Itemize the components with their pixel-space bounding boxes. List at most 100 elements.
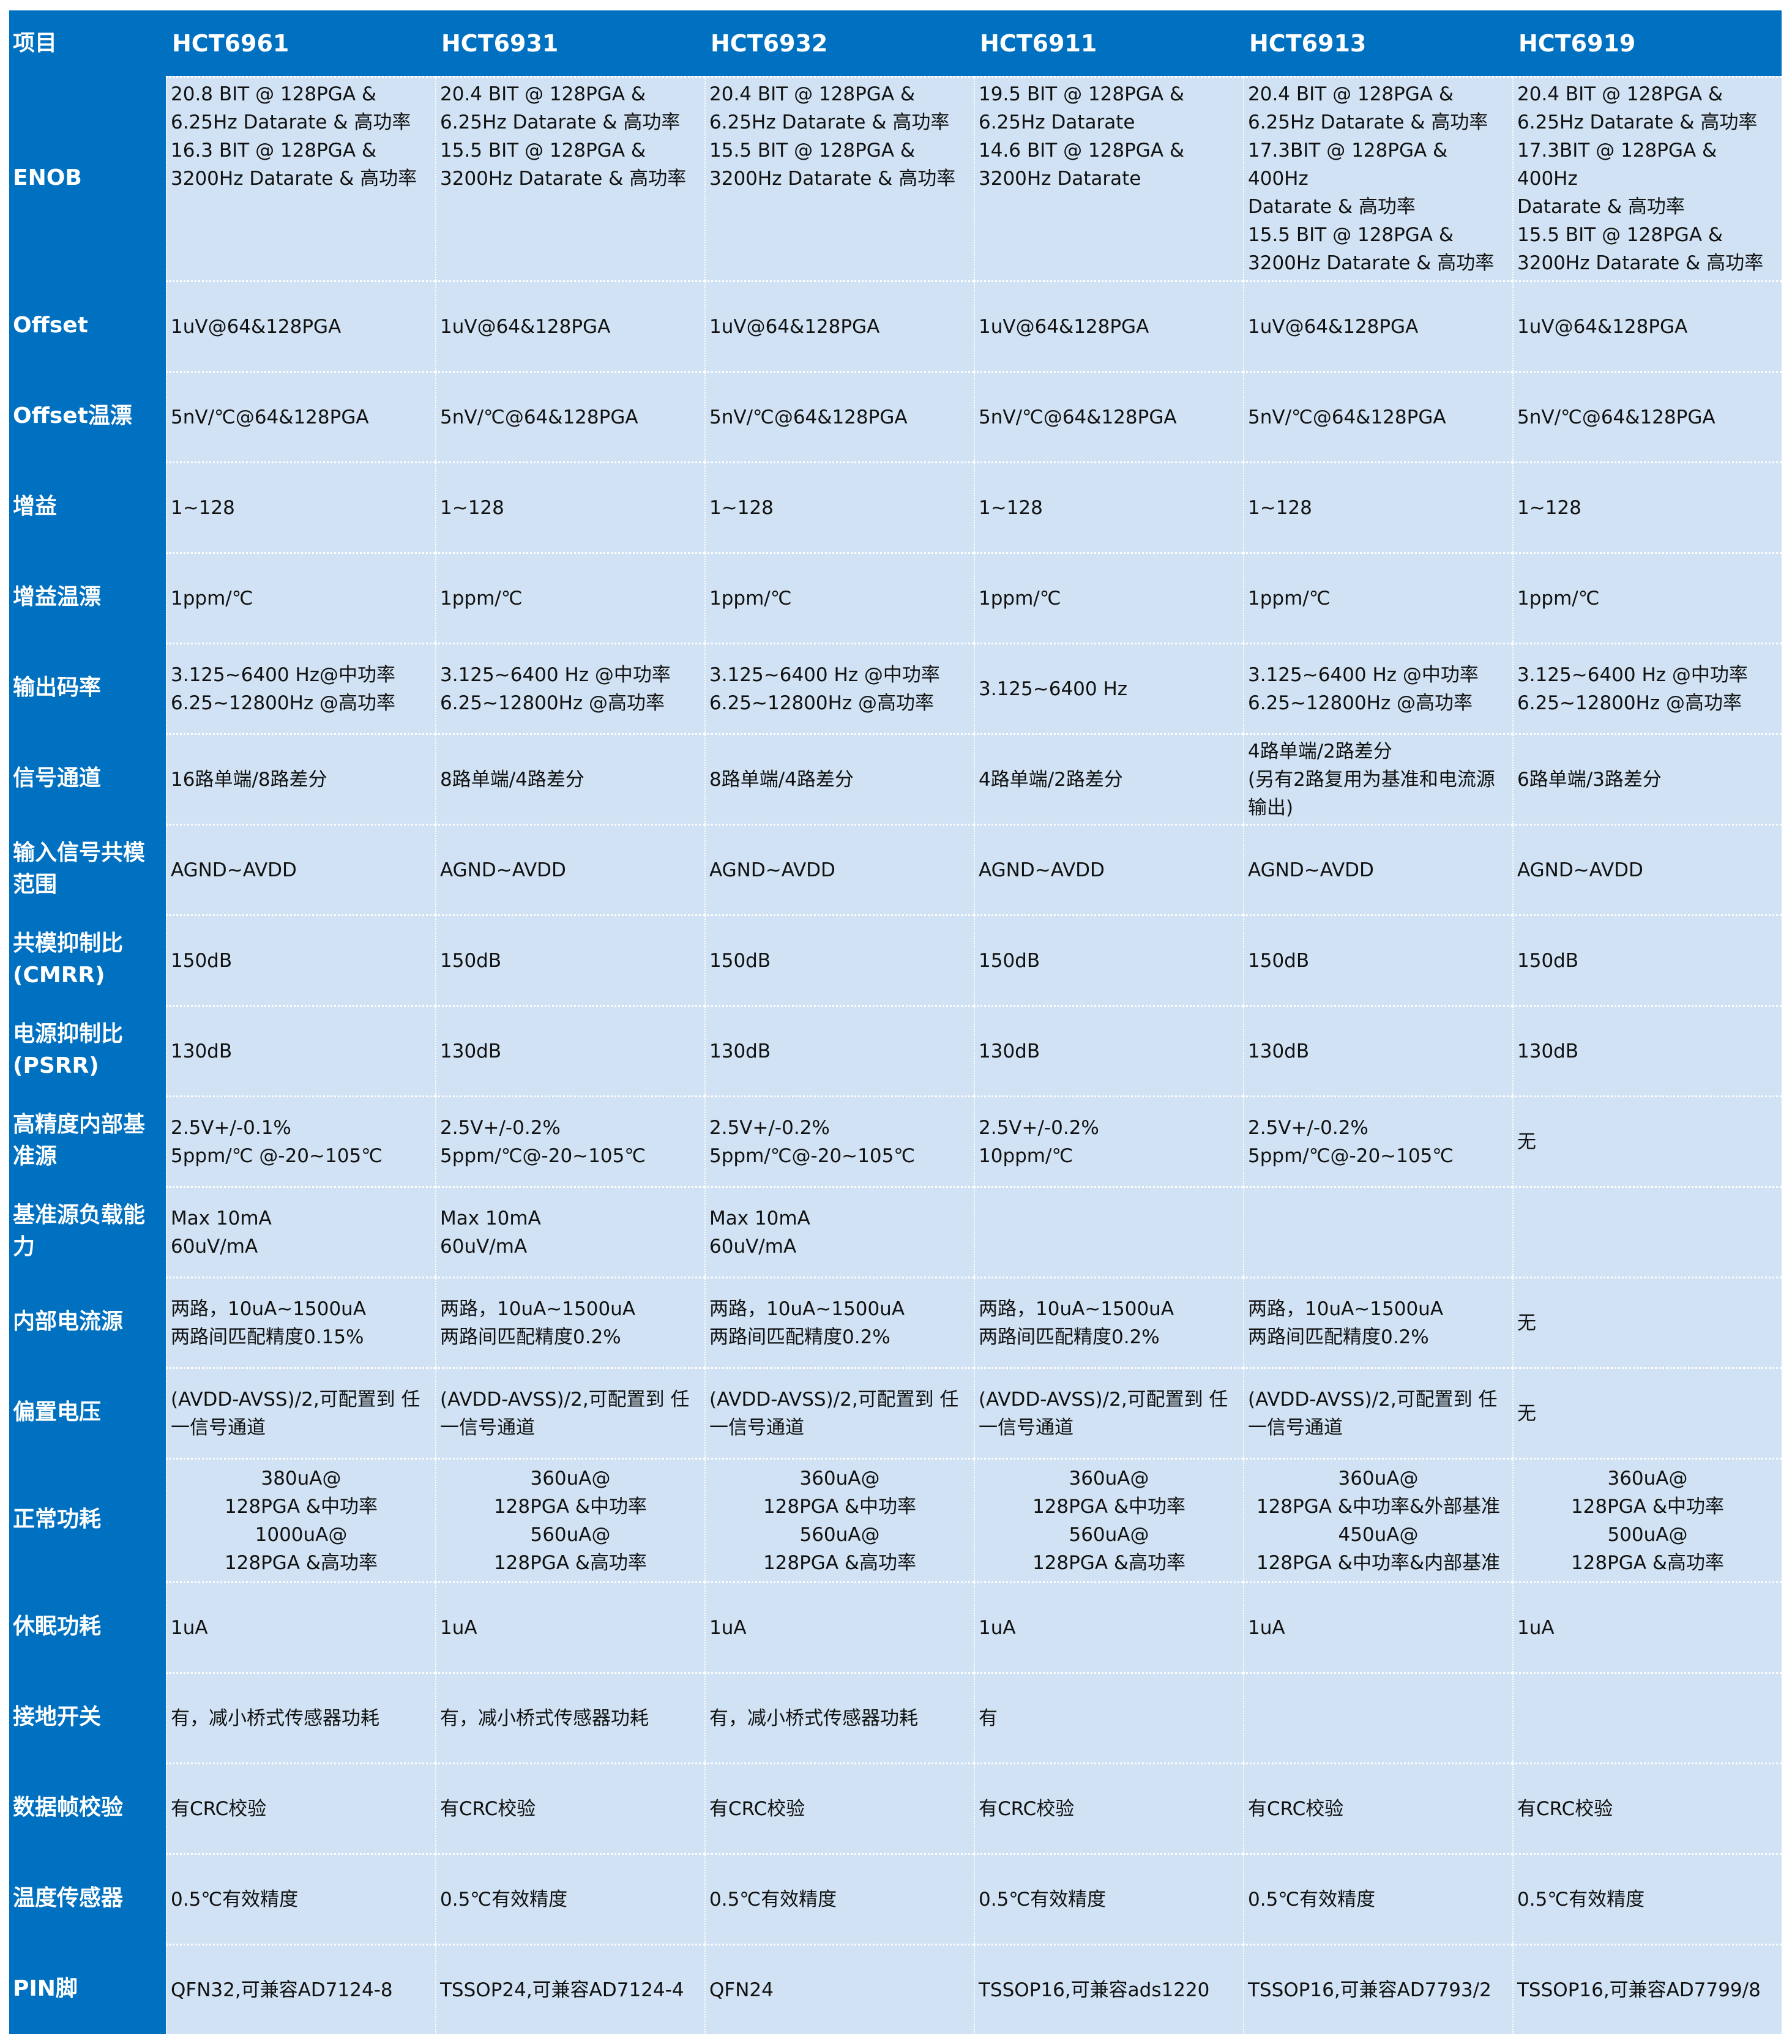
- table-cell: 1ppm/℃: [1512, 552, 1782, 643]
- row-label: 内部电流源: [9, 1277, 166, 1367]
- table-cell: 两路，10uA~1500uA 两路间匹配精度0.2%: [435, 1277, 704, 1367]
- table-cell: 有CRC校验: [435, 1762, 704, 1853]
- table-row: 内部电流源 两路，10uA~1500uA 两路间匹配精度0.15% 两路，10uA~…: [9, 1277, 1782, 1367]
- table-cell: 0.5℃有效精度: [1512, 1853, 1782, 1944]
- row-label: 增益: [9, 461, 166, 552]
- table-cell: 360uA@ 128PGA &中功率 560uA@ 128PGA &高功率: [435, 1458, 704, 1581]
- row-label: PIN脚: [9, 1944, 166, 2034]
- table-cell: 有，减小桥式传感器功耗: [704, 1672, 974, 1762]
- table-cell: 1uA: [166, 1581, 435, 1672]
- table-cell: 有，减小桥式传感器功耗: [166, 1672, 435, 1762]
- table-cell: 20.4 BIT @ 128PGA & 6.25Hz Datarate & 高功…: [1243, 76, 1512, 280]
- table-cell: 3.125~6400 Hz: [974, 643, 1243, 733]
- table-cell: 5nV/℃@64&128PGA: [435, 371, 704, 461]
- table-row: 接地开关 有，减小桥式传感器功耗 有，减小桥式传感器功耗 有，减小桥式传感器功耗有: [9, 1672, 1782, 1762]
- header-model-hct6919: HCT6919: [1512, 10, 1782, 76]
- table-cell: TSSOP16,可兼容AD7793/2: [1243, 1944, 1512, 2034]
- table-cell: 有CRC校验: [974, 1762, 1243, 1853]
- table-cell: 19.5 BIT @ 128PGA & 6.25Hz Datarate 14.6…: [974, 76, 1243, 280]
- table-cell: 无: [1512, 1277, 1782, 1367]
- table-cell: AGND~AVDD: [1512, 824, 1782, 914]
- table-cell: 20.8 BIT @ 128PGA & 6.25Hz Datarate & 高功…: [166, 76, 435, 280]
- table-cell: 1uV@64&128PGA: [974, 280, 1243, 371]
- row-label: Offset: [9, 280, 166, 371]
- table-cell: 1~128: [974, 461, 1243, 552]
- table-cell: 360uA@ 128PGA &中功率 560uA@ 128PGA &高功率: [704, 1458, 974, 1581]
- table-row: 偏置电压 (AVDD-AVSS)/2,可配置到 任一信号通道 (AVDD-AVSS)…: [9, 1367, 1782, 1458]
- table-cell: 两路，10uA~1500uA 两路间匹配精度0.2%: [1243, 1277, 1512, 1367]
- table-cell: AGND~AVDD: [1243, 824, 1512, 914]
- row-label: 休眠功耗: [9, 1581, 166, 1672]
- table-cell: (AVDD-AVSS)/2,可配置到 任一信号通道: [166, 1367, 435, 1458]
- header-model-hct6911: HCT6911: [974, 10, 1243, 76]
- table-cell: 130dB: [166, 1005, 435, 1095]
- table-cell: 1ppm/℃: [435, 552, 704, 643]
- row-label: 输入信号共模范围: [9, 824, 166, 914]
- table-cell: 1uA: [435, 1581, 704, 1672]
- table-cell: 1ppm/℃: [166, 552, 435, 643]
- table-cell: 2.5V+/-0.1% 5ppm/℃ @-20~105℃: [166, 1095, 435, 1186]
- row-label: 基准源负载能力: [9, 1186, 166, 1277]
- table-cell: 150dB: [1512, 914, 1782, 1005]
- table-cell: Max 10mA 60uV/mA: [704, 1186, 974, 1277]
- table-cell: 130dB: [435, 1005, 704, 1095]
- table-cell: 150dB: [166, 914, 435, 1005]
- table-cell: 4路单端/2路差分: [974, 733, 1243, 824]
- table-cell: 无: [1512, 1095, 1782, 1186]
- table-cell: 1uV@64&128PGA: [1512, 280, 1782, 371]
- table-cell: 3.125~6400 Hz @中功率 6.25~12800Hz @高功率: [1243, 643, 1512, 733]
- table-cell: 1uV@64&128PGA: [1243, 280, 1512, 371]
- table-cell: AGND~AVDD: [166, 824, 435, 914]
- table-cell: 3.125~6400 Hz @中功率 6.25~12800Hz @高功率: [435, 643, 704, 733]
- table-cell: [1512, 1186, 1782, 1277]
- table-cell: 130dB: [1243, 1005, 1512, 1095]
- table-cell: 360uA@ 128PGA &中功率&外部基准 450uA@ 128PGA &中…: [1243, 1458, 1512, 1581]
- row-label: 共模抑制比(CMRR): [9, 914, 166, 1005]
- table-row: 休眠功耗 1uA 1uA 1uA 1uA 1uA 1uA: [9, 1581, 1782, 1672]
- row-label: ENOB: [9, 76, 166, 280]
- table-row: 温度传感器 0.5℃有效精度 0.5℃有效精度 0.5℃有效精度 0.5℃有效精度 0.5…: [9, 1853, 1782, 1944]
- table-row: 共模抑制比(CMRR) 150dB 150dB 150dB 150dB 150dB 150d…: [9, 914, 1782, 1005]
- table-cell: 1~128: [1512, 461, 1782, 552]
- table-cell: 1ppm/℃: [1243, 552, 1512, 643]
- table-cell: 两路，10uA~1500uA 两路间匹配精度0.2%: [974, 1277, 1243, 1367]
- table-cell: (AVDD-AVSS)/2,可配置到 任一信号通道: [1243, 1367, 1512, 1458]
- table-cell: 150dB: [1243, 914, 1512, 1005]
- table-cell: 8路单端/4路差分: [435, 733, 704, 824]
- table-cell: 0.5℃有效精度: [1243, 1853, 1512, 1944]
- table-row: 正常功耗 380uA@ 128PGA &中功率 1000uA@ 128PGA &高…: [9, 1458, 1782, 1581]
- table-cell: 380uA@ 128PGA &中功率 1000uA@ 128PGA &高功率: [166, 1458, 435, 1581]
- table-cell: 1uV@64&128PGA: [704, 280, 974, 371]
- header-model-hct6961: HCT6961: [166, 10, 435, 76]
- table-cell: 两路，10uA~1500uA 两路间匹配精度0.15%: [166, 1277, 435, 1367]
- table-cell: 1ppm/℃: [974, 552, 1243, 643]
- table-row: 数据帧校验 有CRC校验 有CRC校验 有CRC校验 有CRC校验 有CRC校验 有CRC校…: [9, 1762, 1782, 1853]
- table-cell: 130dB: [704, 1005, 974, 1095]
- table-cell: AGND~AVDD: [435, 824, 704, 914]
- table-cell: TSSOP24,可兼容AD7124-4: [435, 1944, 704, 2034]
- row-label: 数据帧校验: [9, 1762, 166, 1853]
- table-cell: 1uV@64&128PGA: [435, 280, 704, 371]
- table-cell: 130dB: [974, 1005, 1243, 1095]
- table-row: 电源抑制比(PSRR) 130dB 130dB 130dB 130dB 130dB 130d…: [9, 1005, 1782, 1095]
- table-row: PIN脚 QFN32,可兼容AD7124-8 TSSOP24,可兼容AD7124-4…: [9, 1944, 1782, 2034]
- table-cell: QFN24: [704, 1944, 974, 2034]
- row-label: 接地开关: [9, 1672, 166, 1762]
- table-cell: Max 10mA 60uV/mA: [435, 1186, 704, 1277]
- row-label: 温度传感器: [9, 1853, 166, 1944]
- table-cell: 20.4 BIT @ 128PGA & 6.25Hz Datarate & 高功…: [435, 76, 704, 280]
- header-model-hct6931: HCT6931: [435, 10, 704, 76]
- table-cell: 1uA: [1512, 1581, 1782, 1672]
- table-cell: 1~128: [435, 461, 704, 552]
- table-row: 信号通道 16路单端/8路差分 8路单端/4路差分 8路单端/4路差分 4路单端/2路差…: [9, 733, 1782, 824]
- table-cell: 0.5℃有效精度: [704, 1853, 974, 1944]
- table-cell: 20.4 BIT @ 128PGA & 6.25Hz Datarate & 高功…: [1512, 76, 1782, 280]
- table-cell: 1uA: [1243, 1581, 1512, 1672]
- table-cell: 2.5V+/-0.2% 5ppm/℃@-20~105℃: [1243, 1095, 1512, 1186]
- table-cell: 有: [974, 1672, 1243, 1762]
- table-cell: [1243, 1186, 1512, 1277]
- table-cell: 有CRC校验: [166, 1762, 435, 1853]
- table-cell: Max 10mA 60uV/mA: [166, 1186, 435, 1277]
- table-cell: 8路单端/4路差分: [704, 733, 974, 824]
- row-label: 高精度内部基准源: [9, 1095, 166, 1186]
